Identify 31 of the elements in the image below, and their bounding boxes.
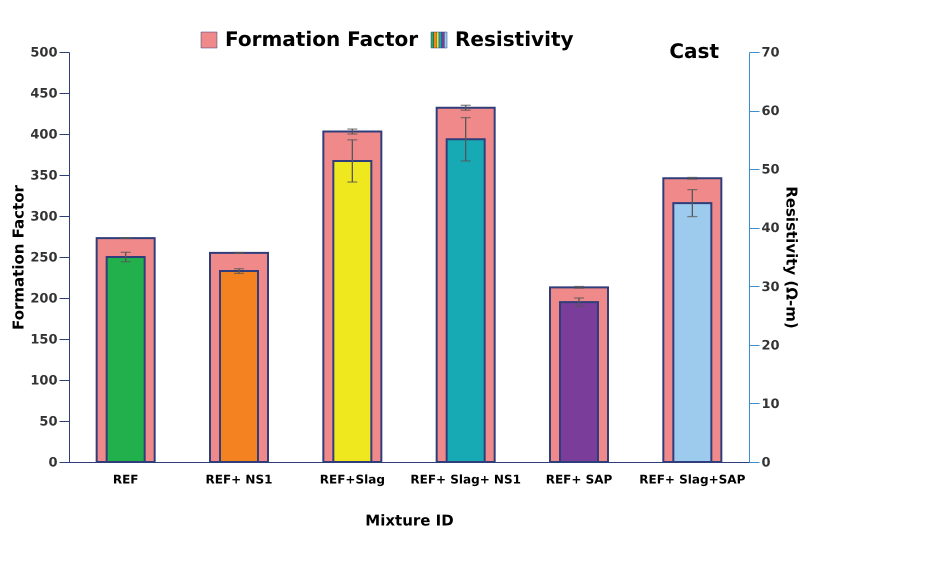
y-tick-label: 250 <box>30 250 58 266</box>
x-tick-label: REF+ Slag+SAP <box>639 472 746 486</box>
y2-tick-label: 40 <box>762 221 780 236</box>
y-tick-label: 400 <box>30 128 58 142</box>
legend-label: Formation Factor <box>225 27 418 51</box>
legend-label: Resistivity <box>455 27 574 51</box>
x-tick-label: REF+ Slag+ NS1 <box>410 472 521 486</box>
y2-tick-label: 50 <box>762 162 780 178</box>
y-tick-label: 50 <box>39 414 58 430</box>
x-tick-label: REF <box>112 472 138 486</box>
y2-tick-label: 60 <box>762 104 780 120</box>
y2-tick-label: 70 <box>762 46 780 60</box>
y-tick-label: 450 <box>30 86 58 102</box>
y-axis-title: Formation Factor <box>9 184 28 330</box>
x-axis-title: Mixture ID <box>365 512 454 530</box>
y-tick-label: 100 <box>30 374 58 388</box>
y2-axis-title: Resistivity (Ω-m) <box>782 186 801 329</box>
y-tick-label: 150 <box>30 332 58 348</box>
x-tick-label: REF+ SAP <box>546 472 612 486</box>
y-tick-label: 350 <box>30 168 58 184</box>
y-tick-label: 200 <box>30 292 58 306</box>
y2-tick-label: 30 <box>762 280 780 295</box>
y-tick-label: 500 <box>30 46 58 60</box>
y2-tick-label: 20 <box>762 338 780 354</box>
x-tick-label: REF+ NS1 <box>206 472 272 486</box>
y-tick-label: 300 <box>30 210 58 224</box>
x-tick-label: REF+Slag <box>320 472 385 486</box>
y-tick-label: 0 <box>48 456 58 470</box>
y2-tick-label: 0 <box>762 456 771 470</box>
annotation: Cast <box>669 39 720 63</box>
y2-tick-label: 10 <box>762 396 780 412</box>
